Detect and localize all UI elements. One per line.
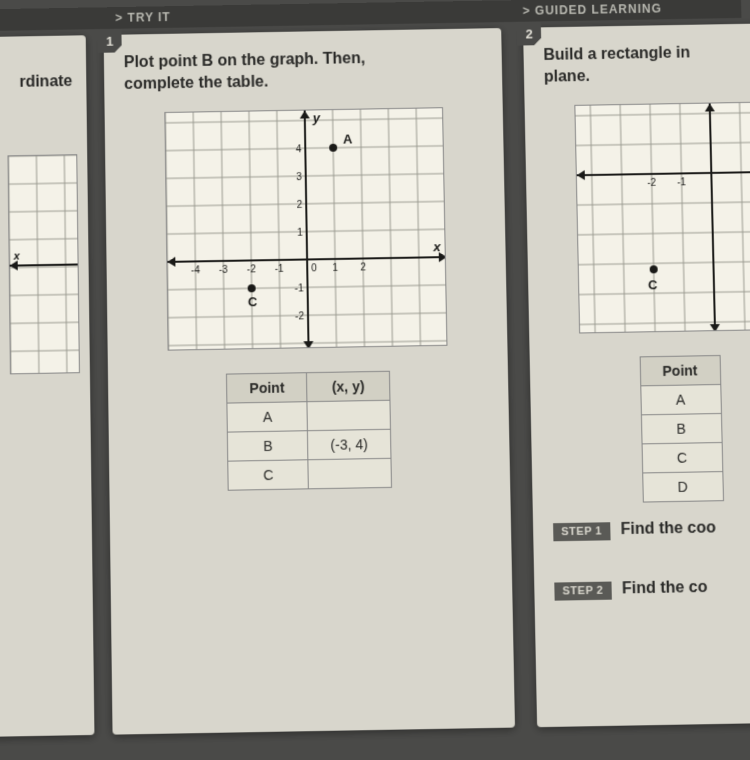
svg-text:C: C — [248, 294, 258, 309]
table-cell[interactable]: A — [640, 385, 721, 415]
table-row[interactable]: A — [227, 400, 390, 432]
card2-prompt-line1: Build a rectangle in — [543, 45, 690, 64]
card2-prompt: Build a rectangle in plane. — [543, 41, 750, 88]
step-2-text: Find the co — [622, 579, 708, 598]
svg-text:x: x — [13, 250, 21, 262]
card1-coordinate-grid[interactable]: x y 0 -4 -3 -2 -1 1 2 -2 -1 1 2 3 4 A C — [164, 107, 447, 350]
table-cell[interactable]: D — [642, 472, 723, 502]
table-cell[interactable]: (-3, 4) — [308, 429, 391, 459]
svg-text:4: 4 — [296, 144, 302, 155]
svg-text:1: 1 — [297, 228, 303, 239]
step-1-label: STEP 1 — [553, 522, 610, 541]
svg-text:y: y — [312, 110, 321, 125]
table-row[interactable]: C — [228, 458, 391, 490]
card2-coordinate-grid[interactable]: -2 -1 C — [574, 102, 750, 334]
step-1-row: STEP 1 Find the coo — [553, 518, 750, 542]
svg-text:-1: -1 — [677, 177, 687, 188]
svg-text:0: 0 — [311, 263, 317, 274]
card-2: 2 Build a rectangle in plane. -2-1C Poin… — [523, 23, 750, 728]
card1-prompt-line1: Plot point B on the graph. Then, — [124, 50, 366, 71]
card-number-1: 1 — [98, 29, 122, 53]
svg-text:-2: -2 — [295, 311, 305, 322]
table-cell[interactable] — [307, 400, 390, 430]
table-cell[interactable]: A — [227, 402, 308, 432]
table-header: Point — [640, 356, 721, 386]
table-row[interactable]: C — [642, 443, 723, 473]
svg-text:1: 1 — [332, 263, 338, 274]
table-header: (x, y) — [307, 371, 390, 401]
svg-text:-2: -2 — [647, 178, 657, 189]
table-row[interactable]: B(-3, 4) — [228, 429, 391, 461]
table-cell[interactable]: C — [228, 460, 309, 490]
svg-text:2: 2 — [360, 263, 366, 274]
card-number-2: 2 — [517, 21, 541, 45]
left-fragment-text: rdinate — [19, 73, 72, 92]
table-header: Point — [227, 373, 307, 403]
card1-prompt-line2: complete the table. — [124, 73, 268, 92]
table-row[interactable]: D — [642, 472, 723, 502]
header-try-it: > TRY IT — [115, 10, 171, 25]
table-row[interactable]: A — [640, 385, 721, 415]
svg-text:C: C — [648, 277, 658, 292]
svg-text:-1: -1 — [295, 284, 305, 295]
table-cell[interactable] — [308, 458, 391, 489]
table-row[interactable]: B — [641, 414, 722, 444]
left-coordinate-grid: x — [8, 154, 80, 374]
table-cell[interactable]: B — [641, 414, 722, 444]
table-cell[interactable]: B — [228, 431, 309, 461]
svg-text:2: 2 — [297, 200, 303, 211]
card-1: 1 Plot point B on the graph. Then, compl… — [104, 28, 515, 735]
svg-text:A: A — [343, 132, 353, 147]
card1-prompt: Plot point B on the graph. Then, complet… — [124, 46, 483, 95]
svg-text:-1: -1 — [275, 264, 285, 275]
card2-prompt-line2: plane. — [544, 68, 590, 86]
svg-text:-2: -2 — [247, 265, 256, 276]
card-left-fragment: rdinate x — [0, 35, 94, 737]
card2-data-table[interactable]: PointABCD — [639, 355, 723, 503]
header-guided-learning: > GUIDED LEARNING — [523, 2, 662, 18]
table-cell[interactable]: C — [642, 443, 723, 473]
card1-data-table[interactable]: Point(x, y)A B(-3, 4)C — [226, 371, 391, 491]
step-1-text: Find the coo — [620, 520, 716, 539]
step-2-row: STEP 2 Find the co — [554, 577, 750, 601]
svg-text:-3: -3 — [219, 265, 228, 276]
svg-text:-4: -4 — [191, 265, 200, 276]
step-2-label: STEP 2 — [554, 582, 611, 601]
svg-text:x: x — [432, 239, 441, 254]
svg-text:3: 3 — [296, 172, 302, 183]
